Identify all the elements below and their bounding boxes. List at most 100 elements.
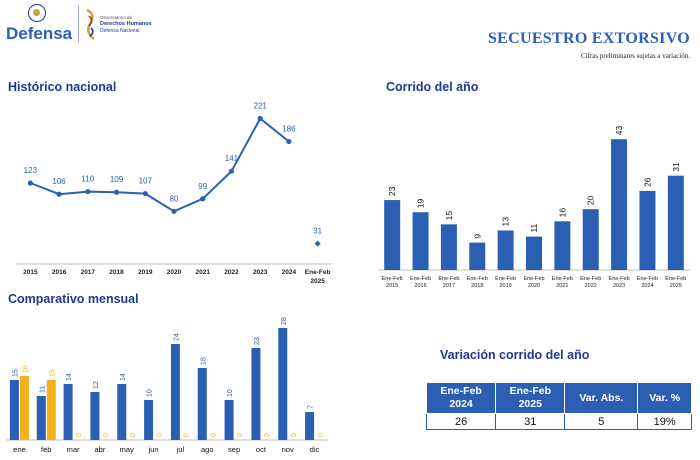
bar: [526, 236, 542, 270]
tick-label: 2023: [253, 269, 268, 276]
tick-label: 2024: [641, 283, 653, 289]
logo-text: Defensa: [6, 24, 73, 43]
bar: [144, 400, 154, 440]
tick-label: 2020: [167, 269, 182, 276]
bar: [278, 328, 288, 440]
tick-label: 2023: [613, 283, 625, 289]
data-label: 20: [586, 195, 596, 205]
tick-label: ene: [13, 445, 26, 454]
data-label: 10: [147, 389, 154, 397]
tick-label: Ene-Feb: [467, 276, 488, 282]
tick-label: 2016: [414, 283, 426, 289]
value-var-pct: 19%: [637, 413, 692, 430]
data-label: 15: [12, 369, 19, 377]
data-label: 123: [24, 166, 38, 175]
section-title-variacion: Variación corrido del año: [440, 348, 590, 362]
data-label: 0: [183, 433, 190, 437]
bar: [305, 412, 315, 440]
data-label: 0: [264, 433, 271, 437]
observatory-line2: Derechos Humanos: [100, 21, 152, 27]
data-label: 110: [81, 175, 94, 184]
data-label: 186: [282, 125, 296, 134]
data-label: 0: [103, 433, 110, 437]
data-label: 0: [291, 433, 298, 437]
bar: [197, 368, 207, 440]
data-point: [286, 138, 292, 145]
tick-label: Ene-Feb: [609, 276, 630, 282]
value-var-abs: 5: [564, 413, 639, 430]
bar: [224, 400, 234, 440]
bar: [611, 139, 628, 270]
bar: [117, 384, 127, 440]
data-label: 31: [313, 227, 322, 236]
data-label: 107: [139, 177, 153, 186]
tick-label: Ene-Feb: [580, 276, 601, 282]
header-divider: [78, 6, 79, 42]
data-label: 11: [39, 386, 46, 393]
data-point: [113, 189, 120, 195]
tick-label: sep: [228, 445, 240, 454]
bar: [90, 392, 100, 440]
data-label: 0: [130, 433, 137, 437]
section-title-corrido: Corrido del año: [386, 80, 479, 94]
bar: [9, 380, 19, 440]
tick-label: Ene-Feb: [523, 276, 544, 282]
bar: [412, 212, 429, 270]
tick-label: may: [120, 445, 134, 454]
value-2024: 26: [425, 413, 497, 430]
header-ene-feb-2024: Ene-Feb 2024: [425, 382, 497, 414]
data-label: 13: [501, 217, 511, 227]
variation-value-row: 26 31 5 19%: [425, 413, 692, 430]
tick-label: 2019: [500, 283, 512, 289]
coat-of-arms-icon: [28, 4, 46, 22]
bar: [639, 190, 656, 270]
data-label: 221: [254, 102, 268, 111]
bar: [36, 396, 46, 440]
corrido-bar-chart: 23Ene-Feb201519Ene-Feb201615Ene-Feb20179…: [378, 125, 690, 289]
bar: [384, 200, 401, 270]
bar: [251, 348, 261, 440]
tick-label: Ene-Feb: [665, 276, 686, 282]
data-label: 0: [157, 433, 164, 437]
data-label: 16: [557, 208, 567, 218]
observatory-logo: Observatorio de Derechos Humanos Defensa…: [84, 6, 154, 44]
tick-label: oct: [256, 445, 267, 454]
data-label: 99: [198, 182, 207, 191]
data-label: 14: [120, 373, 127, 381]
tick-label: Ene-Feb: [305, 269, 331, 276]
page-subtitle: Cifras preliminares sujetas a variación.: [580, 52, 690, 60]
tick-label: Ene-Feb: [410, 276, 431, 282]
bar: [170, 344, 180, 440]
data-label: 16: [22, 365, 29, 373]
data-label: 18: [200, 357, 207, 365]
bar: [46, 380, 56, 440]
data-label: 9: [472, 234, 482, 239]
tick-label: dic: [310, 445, 320, 454]
data-label: 106: [52, 177, 66, 186]
observatory-line1: Observatorio de: [100, 15, 133, 20]
data-point: [314, 240, 321, 247]
section-title-historico: Histórico nacional: [8, 80, 117, 94]
bar: [582, 209, 599, 270]
tick-label: abr: [94, 445, 105, 454]
data-label: 23: [254, 337, 261, 345]
data-label: 141: [225, 154, 239, 163]
bar: [667, 175, 684, 270]
tick-label: Ene-Feb: [495, 276, 516, 282]
data-label: 7: [308, 405, 315, 409]
data-point: [142, 190, 148, 197]
data-label: 0: [210, 433, 217, 437]
tick-label: 2022: [224, 269, 239, 276]
header-var-abs: Var. Abs.: [564, 382, 639, 414]
tick-label: jun: [148, 445, 159, 454]
tick-label: 2024: [282, 269, 297, 276]
mensual-bar-chart: 1516ene1115feb140mar120abr140may100jun24…: [6, 317, 328, 454]
bar: [63, 384, 73, 440]
bar: [497, 230, 514, 270]
historico-line-chart: 123 2015 106 2016 110 2017 109 2018 107 2019 80 202…: [16, 102, 332, 285]
tick-label: ago: [201, 445, 214, 454]
header-ene-feb-2025: Ene-Feb 2025: [495, 382, 566, 414]
tick-label: 2015: [23, 269, 38, 276]
data-point: [85, 188, 91, 195]
data-label: 11: [529, 223, 539, 232]
